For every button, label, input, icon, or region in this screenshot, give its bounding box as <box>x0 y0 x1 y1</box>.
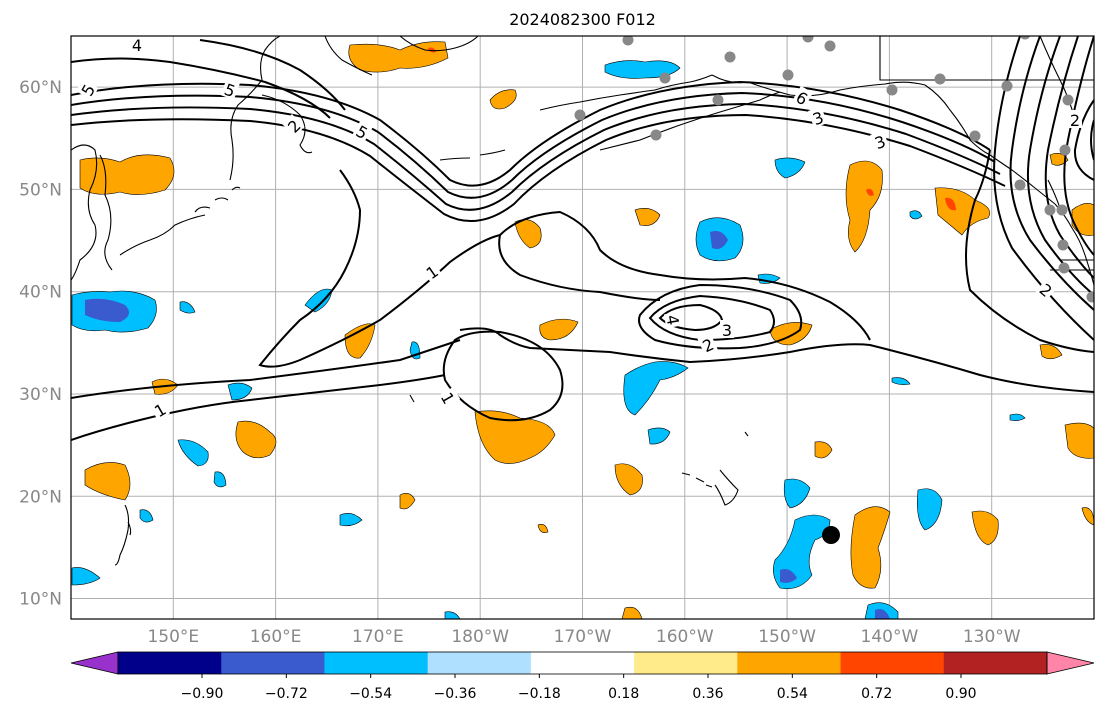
contour-label: 5 <box>75 78 99 101</box>
colorbar-tick-label: 0.72 <box>861 686 892 702</box>
station-dot <box>1014 179 1026 191</box>
station-dot <box>1062 94 1074 106</box>
contour-label: 6 <box>791 85 814 109</box>
station-dot <box>574 109 586 121</box>
station-dot <box>1056 204 1068 216</box>
svg-text:4: 4 <box>132 36 142 55</box>
station-dot <box>1057 239 1069 251</box>
station-dot <box>782 69 794 81</box>
colorbar-segment <box>634 652 738 674</box>
lon-tick-label: 130°W <box>963 627 1021 647</box>
contour-label: 1 <box>148 397 171 421</box>
map-frame <box>70 35 1095 620</box>
station-dot <box>802 36 814 43</box>
longitude-labels: 150°E 160°E 170°E 180°W 170°W 160°W 150°W 140°W… <box>147 627 1020 647</box>
contour-label: 2 <box>697 332 718 356</box>
colorbar-segment <box>943 652 1048 674</box>
anomaly-shading <box>71 41 1094 619</box>
colorbar-tick-label: 0.90 <box>945 686 976 702</box>
station-dot <box>969 130 981 142</box>
colorbar-tick-label: −0.54 <box>349 686 392 702</box>
lon-tick-label: 180°W <box>451 627 509 647</box>
station-dot <box>659 72 671 84</box>
contour-lines <box>71 36 1094 441</box>
station-dot <box>1058 262 1070 274</box>
colorbar-tick-label: 0.18 <box>608 686 639 702</box>
station-dot <box>1086 291 1094 303</box>
lon-tick-label: 160°W <box>656 627 714 647</box>
station-dot <box>712 94 724 106</box>
colorbar-tick-label: −0.90 <box>181 686 224 702</box>
station-dot <box>650 129 662 141</box>
contour-label: 4 <box>130 35 144 55</box>
contour-label: 5 <box>351 119 374 143</box>
contour-label: 3 <box>720 320 734 340</box>
lon-tick-label: 140°W <box>861 627 919 647</box>
lat-tick-label: 30°N <box>19 385 62 405</box>
contour-label: 3 <box>870 130 890 153</box>
colorbar: −0.90 −0.72 −0.54 −0.36 −0.18 0.18 0.36 0.54 0.7… <box>70 651 1095 702</box>
station-dot <box>724 51 736 63</box>
contour-label: 5 <box>220 78 240 101</box>
storm-position-marker <box>822 526 840 544</box>
lat-tick-label: 60°N <box>19 78 62 98</box>
contour-label: 4 <box>662 311 685 329</box>
colorbar-segment <box>530 652 635 674</box>
map-title: 2024082300 F012 <box>509 10 656 29</box>
colorbar-segment <box>118 652 222 674</box>
station-dot <box>622 36 634 46</box>
contour-label: 3 <box>808 106 828 129</box>
station-dot <box>1044 204 1056 216</box>
coastlines <box>71 36 1094 566</box>
colorbar-tick-label: −0.72 <box>265 686 308 702</box>
colorbar-segment <box>737 652 842 674</box>
lon-tick-label: 160°E <box>250 627 302 647</box>
lat-tick-label: 10°N <box>19 590 62 610</box>
station-dot <box>934 73 946 85</box>
colorbar-segment <box>840 652 945 674</box>
colorbar-segment <box>324 652 429 674</box>
colorbar-extend-max <box>1046 651 1095 675</box>
station-dot <box>1059 144 1071 156</box>
colorbar-tick-label: 0.54 <box>777 686 808 702</box>
lat-tick-label: 20°N <box>19 487 62 507</box>
station-dot <box>824 40 836 52</box>
svg-text:3: 3 <box>722 321 732 340</box>
contour-label: 2 <box>1068 110 1082 130</box>
svg-text:2: 2 <box>1070 111 1080 130</box>
lat-tick-label: 50°N <box>19 180 62 200</box>
lon-tick-label: 150°E <box>147 627 199 647</box>
lon-tick-label: 170°E <box>352 627 404 647</box>
colorbar-tick-label: 0.36 <box>692 686 723 702</box>
lat-tick-label: 40°N <box>19 283 62 303</box>
colorbar-tick-label: −0.18 <box>518 686 561 702</box>
colorbar-segment <box>427 652 532 674</box>
station-markers <box>574 36 1094 303</box>
lon-tick-label: 150°W <box>758 627 816 647</box>
colorbar-segment <box>221 652 325 674</box>
svg-text:4: 4 <box>662 313 682 326</box>
lon-tick-label: 170°W <box>554 627 612 647</box>
latitude-labels: 60°N 50°N 40°N 30°N 20°N 10°N <box>19 78 62 609</box>
station-dot <box>1019 36 1031 40</box>
station-dot <box>1001 80 1013 92</box>
colorbar-extend-min <box>70 651 119 675</box>
colorbar-tick-label: −0.36 <box>434 686 477 702</box>
contour-label: 1 <box>437 386 461 409</box>
station-dot <box>886 84 898 96</box>
